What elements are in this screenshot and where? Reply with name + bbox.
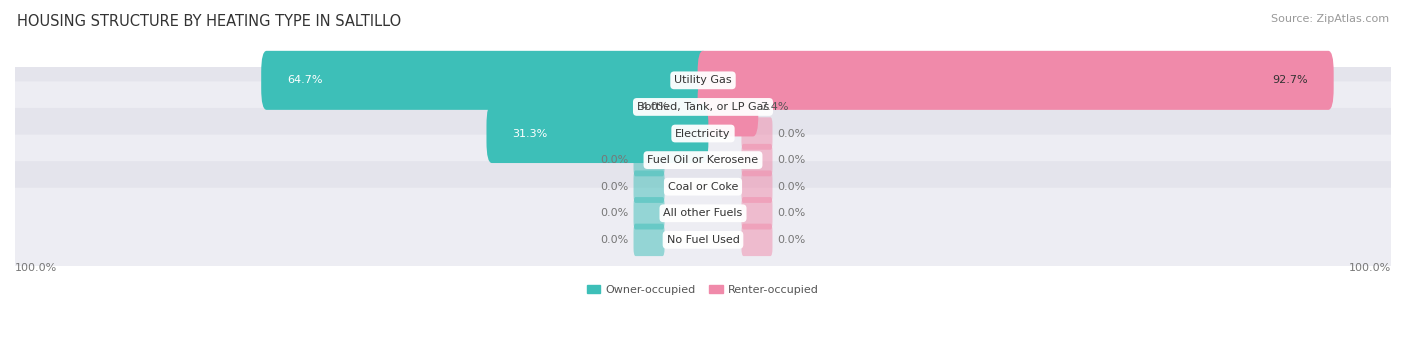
Text: HOUSING STRUCTURE BY HEATING TYPE IN SALTILLO: HOUSING STRUCTURE BY HEATING TYPE IN SAL… (17, 14, 401, 29)
FancyBboxPatch shape (486, 104, 709, 163)
Text: 0.0%: 0.0% (778, 208, 806, 218)
FancyBboxPatch shape (741, 117, 772, 150)
FancyBboxPatch shape (671, 77, 709, 136)
Text: 31.3%: 31.3% (512, 129, 547, 138)
FancyBboxPatch shape (697, 51, 1334, 110)
FancyBboxPatch shape (4, 108, 1402, 212)
Text: Fuel Oil or Kerosene: Fuel Oil or Kerosene (647, 155, 759, 165)
FancyBboxPatch shape (4, 135, 1402, 239)
Text: 0.0%: 0.0% (778, 155, 806, 165)
Text: 0.0%: 0.0% (778, 182, 806, 192)
FancyBboxPatch shape (634, 197, 665, 229)
Text: Utility Gas: Utility Gas (675, 75, 731, 85)
Text: 0.0%: 0.0% (600, 182, 628, 192)
Text: Coal or Coke: Coal or Coke (668, 182, 738, 192)
Text: 0.0%: 0.0% (778, 235, 806, 245)
FancyBboxPatch shape (697, 77, 758, 136)
Text: Bottled, Tank, or LP Gas: Bottled, Tank, or LP Gas (637, 102, 769, 112)
FancyBboxPatch shape (741, 224, 772, 256)
Text: 0.0%: 0.0% (600, 235, 628, 245)
Text: 64.7%: 64.7% (287, 75, 322, 85)
Text: 92.7%: 92.7% (1272, 75, 1308, 85)
FancyBboxPatch shape (741, 170, 772, 203)
FancyBboxPatch shape (4, 161, 1402, 265)
Text: 100.0%: 100.0% (15, 263, 58, 273)
Text: 0.0%: 0.0% (600, 155, 628, 165)
Text: No Fuel Used: No Fuel Used (666, 235, 740, 245)
Text: 100.0%: 100.0% (1348, 263, 1391, 273)
FancyBboxPatch shape (262, 51, 709, 110)
FancyBboxPatch shape (634, 170, 665, 203)
FancyBboxPatch shape (4, 55, 1402, 159)
Text: 4.0%: 4.0% (641, 102, 669, 112)
Text: Source: ZipAtlas.com: Source: ZipAtlas.com (1271, 14, 1389, 24)
FancyBboxPatch shape (741, 197, 772, 229)
Text: 0.0%: 0.0% (778, 129, 806, 138)
FancyBboxPatch shape (4, 28, 1402, 132)
Text: 0.0%: 0.0% (600, 208, 628, 218)
FancyBboxPatch shape (634, 224, 665, 256)
FancyBboxPatch shape (4, 188, 1402, 292)
Text: All other Fuels: All other Fuels (664, 208, 742, 218)
Text: Electricity: Electricity (675, 129, 731, 138)
FancyBboxPatch shape (4, 81, 1402, 186)
Text: 7.4%: 7.4% (759, 102, 789, 112)
FancyBboxPatch shape (741, 144, 772, 176)
FancyBboxPatch shape (634, 144, 665, 176)
Legend: Owner-occupied, Renter-occupied: Owner-occupied, Renter-occupied (586, 285, 820, 295)
